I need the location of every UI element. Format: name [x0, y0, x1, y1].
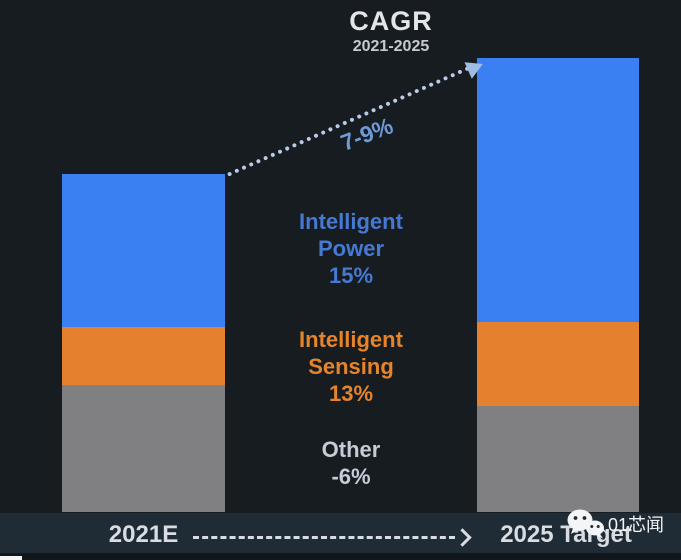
bottom-left-artifact [0, 556, 22, 560]
legend-series-name: Intelligent Power [299, 209, 403, 261]
legend-series-cagr: 13% [328, 381, 374, 406]
chart-title: CAGR [349, 6, 433, 36]
bar-segment-intelligent-power [62, 174, 225, 327]
bar-segment-intelligent-sensing [477, 322, 639, 406]
wechat-icon [567, 509, 604, 539]
chart-subtitle: 2021-2025 [352, 38, 430, 55]
x-axis-dashed-connector [193, 536, 455, 539]
bar-segment-other [62, 385, 225, 512]
legend-intelligent-power: Intelligent Power 15% [266, 208, 436, 289]
x-axis-strip [0, 513, 681, 553]
growth-arrow-line [227, 55, 487, 177]
bottom-border-band [0, 553, 681, 560]
watermark: 01芯闻 [565, 507, 664, 541]
x-axis-label-2025-target: 2025 Target [500, 521, 632, 548]
stacked-bar-2025-target [477, 58, 639, 512]
legend-series-cagr: -6% [331, 464, 371, 489]
legend-series-cagr: 15% [328, 263, 374, 288]
bar-segment-intelligent-power [477, 58, 639, 322]
watermark-text: 01芯闻 [608, 515, 665, 535]
legend-series-name: Intelligent Sensing [299, 327, 403, 379]
chart-title-block: CAGR 2021-2025 [291, 6, 491, 56]
bar-segment-intelligent-sensing [62, 327, 225, 385]
legend-other: Other -6% [266, 436, 436, 490]
legend-intelligent-sensing: Intelligent Sensing 13% [266, 326, 436, 407]
bar-segment-other [477, 406, 639, 512]
legend-series-name: Other [321, 437, 381, 462]
stacked-bar-2021e [62, 174, 225, 512]
x-axis-label-2021e: 2021E [108, 521, 179, 548]
